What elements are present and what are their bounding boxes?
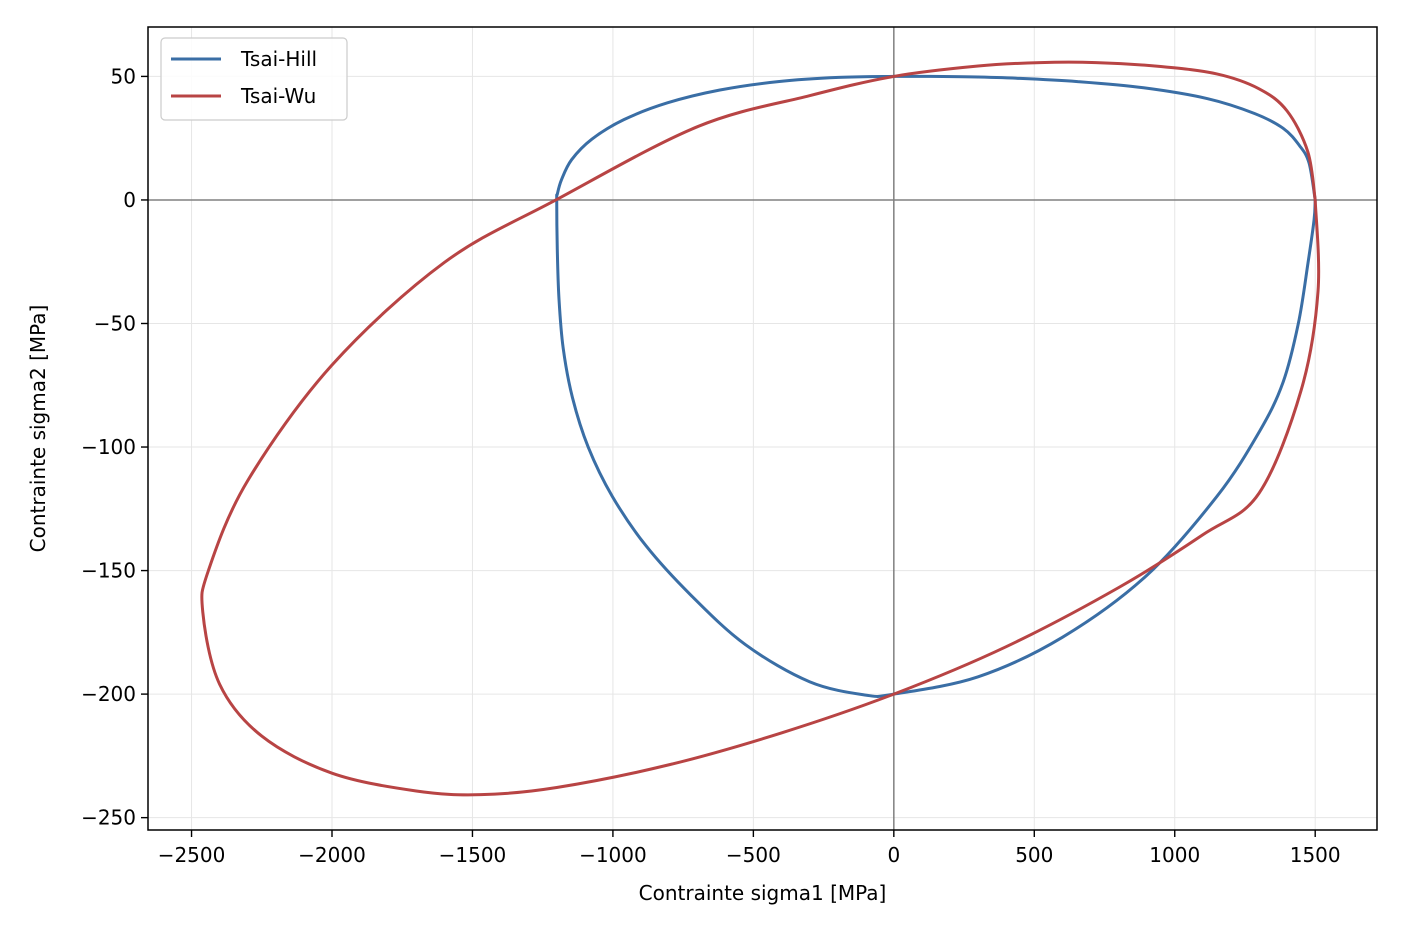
y-tick-label: −250 [81,806,136,830]
zero-lines [148,27,1377,830]
y-tick-label: 0 [123,188,136,212]
plot-frame [147,26,1378,831]
legend-label-tsai-wu: Tsai-Wu [240,84,316,108]
y-axis-label: Contrainte sigma2 [MPa] [26,305,50,553]
x-tick-label: −2000 [298,843,366,867]
x-tick-label: 1000 [1149,843,1200,867]
y-tick-label: −200 [81,682,136,706]
x-tick-label: 0 [887,843,900,867]
x-axis-label: Contrainte sigma1 [MPa] [639,881,887,905]
x-tick-label: 1500 [1290,843,1341,867]
y-axis-ticks: −250 −200 −150 −100 −50 0 50 [81,64,148,830]
y-tick-label: −150 [81,559,136,583]
series-layer [200,60,1321,797]
y-tick-label: −100 [81,435,136,459]
x-axis-ticks: −2500 −2000 −1500 −1000 −500 0 500 1000 1500 [158,830,1341,867]
y-tick-label: −50 [94,311,136,335]
legend-label-tsai-hill: Tsai-Hill [240,47,317,71]
x-tick-label: −500 [726,843,781,867]
series-line-tsai-hill [555,74,1317,699]
legend: Tsai-Hill Tsai-Wu [160,37,348,121]
x-tick-label: −1000 [579,843,647,867]
x-tick-label: −1500 [439,843,507,867]
x-tick-label: −2500 [158,843,226,867]
x-tick-label: 500 [1015,843,1053,867]
series-line-tsai-wu [200,60,1321,797]
y-tick-label: 50 [111,64,136,88]
